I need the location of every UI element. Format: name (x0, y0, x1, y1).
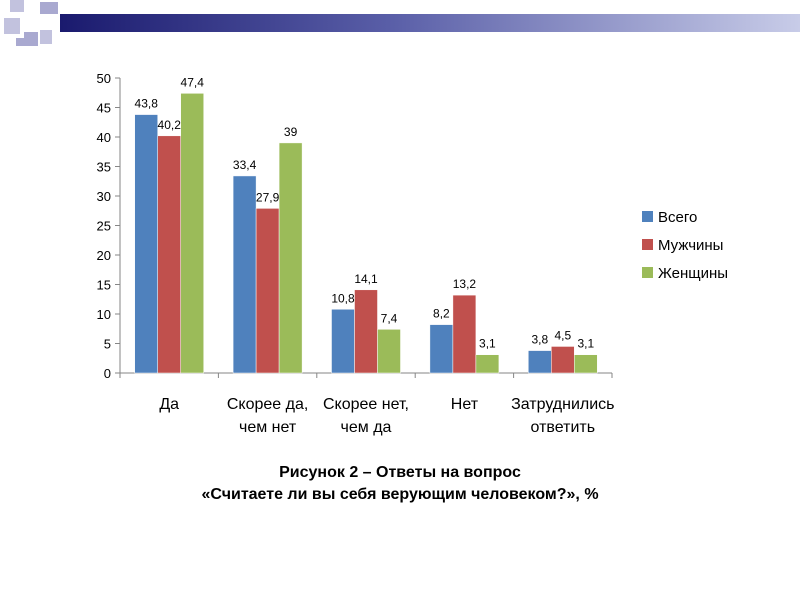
figure-caption: Рисунок 2 – Ответы на вопрос «Считаете л… (0, 462, 800, 506)
data-label: 33,4 (233, 158, 257, 172)
decor-square (10, 0, 24, 12)
bar (528, 350, 552, 374)
legend-swatch (642, 267, 653, 278)
x-category-label: Скорее да, чем нет (227, 396, 308, 436)
data-label: 10,8 (331, 291, 355, 305)
y-tick-label: 25 (97, 219, 111, 234)
bar (255, 208, 280, 374)
x-category-label: Затруднились ответить (511, 396, 614, 436)
data-label: 3,1 (577, 337, 594, 351)
data-label: 4,5 (554, 328, 571, 342)
slide-header-decoration (4, 0, 800, 46)
y-tick-label: 35 (97, 160, 111, 175)
bar (180, 93, 204, 374)
decor-square (40, 2, 58, 14)
bar (377, 329, 401, 374)
y-tick-label: 10 (97, 307, 111, 322)
data-label: 3,1 (479, 337, 496, 351)
y-tick-label: 5 (104, 337, 111, 352)
decor-square (24, 32, 38, 46)
y-tick-label: 45 (97, 101, 111, 116)
bar (157, 135, 181, 374)
data-label: 47,4 (181, 75, 205, 89)
bar (354, 289, 378, 374)
x-category-label: Скорее нет, чем да (323, 396, 409, 436)
caption-line-2: «Считаете ли вы себя верующим человеком?… (201, 486, 599, 503)
data-label: 39 (284, 125, 298, 139)
data-label: 43,8 (135, 97, 159, 111)
data-label: 13,2 (453, 277, 477, 291)
data-label: 8,2 (433, 307, 450, 321)
decor-square (16, 38, 24, 46)
bar (232, 175, 257, 374)
y-axis: 0 5 10 15 20 25 30 35 40 45 50 (97, 71, 121, 381)
decor-square (40, 30, 52, 44)
bar-chart: 0 5 10 15 20 25 30 35 40 45 50 Да Скорее да, чем нет… (97, 71, 729, 436)
x-axis: Да Скорее да, чем нет Скорее нет, чем да Нет З… (119, 372, 615, 436)
data-label: 40,2 (158, 118, 182, 132)
legend-swatch (642, 239, 653, 250)
legend-label: Женщины (658, 265, 728, 282)
data-label: 27,9 (256, 190, 280, 204)
caption-line-1: Рисунок 2 – Ответы на вопрос (279, 464, 521, 481)
x-category-label: Нет (451, 396, 479, 413)
y-tick-label: 40 (97, 130, 111, 145)
bar (574, 354, 598, 374)
legend: Всего Мужчины Женщины (642, 209, 728, 282)
legend-label: Мужчины (658, 237, 723, 254)
y-tick-label: 15 (97, 278, 111, 293)
header-banner (60, 14, 800, 32)
bar (551, 346, 575, 374)
data-labels: 43,8 40,2 47,4 33,4 27,9 39 10,8 14,1 7,4 8,2 13,2… (135, 75, 595, 350)
bar (452, 294, 477, 374)
bar (429, 324, 454, 374)
legend-swatch (642, 211, 653, 222)
data-label: 3,8 (531, 333, 548, 347)
bar (331, 309, 355, 374)
y-tick-label: 0 (104, 366, 111, 381)
y-tick-label: 30 (97, 189, 111, 204)
decor-square (4, 18, 20, 34)
data-label: 7,4 (381, 311, 398, 325)
x-category-label: Да (159, 396, 179, 413)
y-tick-label: 20 (97, 248, 111, 263)
bar (278, 142, 303, 374)
y-tick-label: 50 (97, 71, 111, 86)
bars (134, 93, 598, 374)
bar (134, 114, 158, 374)
data-label: 14,1 (354, 272, 378, 286)
bar (475, 354, 500, 374)
legend-label: Всего (658, 209, 697, 226)
